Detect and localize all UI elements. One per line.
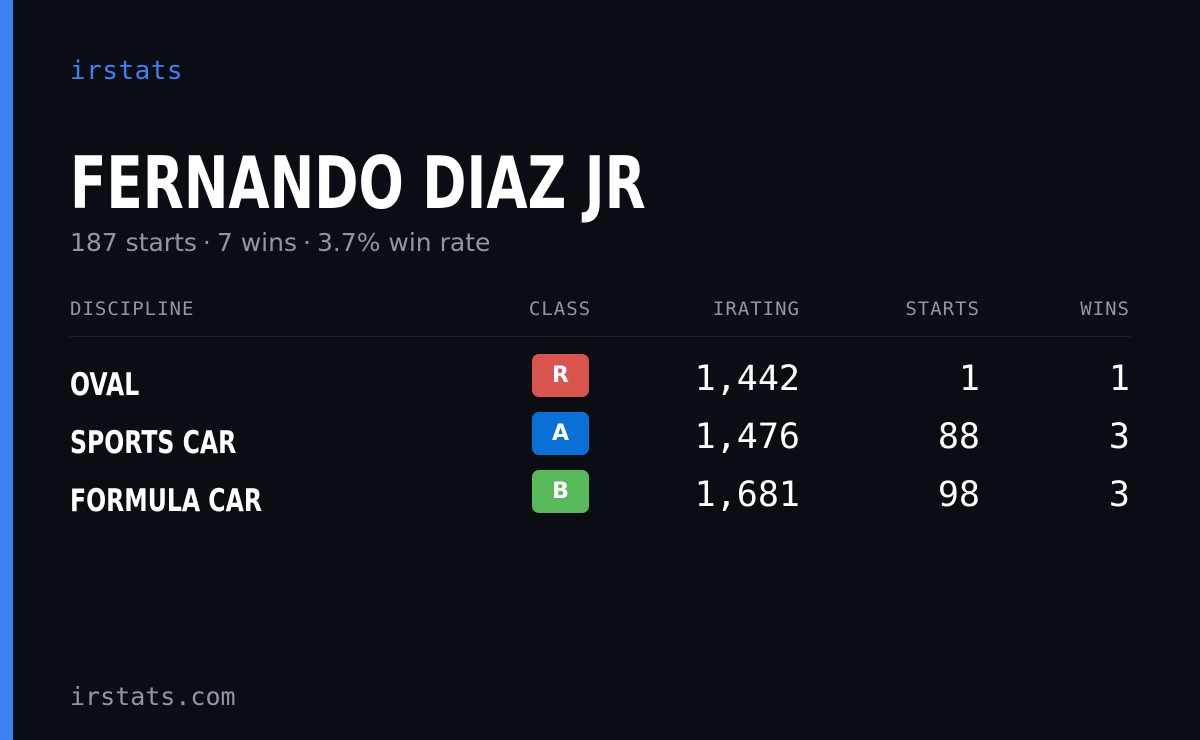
wins-value: 3 (1108, 475, 1130, 515)
summary-wins: 7 wins (216, 228, 297, 257)
starts-value: 98 (937, 475, 980, 515)
irating-value: 1,442 (694, 359, 800, 399)
wins-value: 1 (1108, 359, 1130, 399)
discipline-name: FORMULA CAR (70, 483, 262, 519)
irating-value: 1,681 (694, 475, 800, 515)
summary-starts: 187 starts (70, 228, 197, 257)
class-badge: B (532, 470, 589, 513)
summary-win-rate: 3.7% win rate (316, 228, 491, 257)
header-wins: WINS (1080, 298, 1130, 320)
table-header: DISCIPLINE CLASS IRATING STARTS WINS (70, 298, 1130, 337)
summary-separator: · (303, 228, 311, 257)
table-row-formula-car: FORMULA CAR B 1,681 98 3 (70, 470, 1130, 529)
class-badge: A (532, 412, 589, 455)
brand-logo: irstats (70, 56, 184, 86)
discipline-name: OVAL (70, 367, 140, 403)
discipline-name: SPORTS CAR (70, 425, 237, 461)
wins-value: 3 (1108, 417, 1130, 457)
header-starts: STARTS (905, 298, 980, 320)
summary-separator: · (202, 228, 211, 257)
header-discipline: DISCIPLINE (70, 298, 195, 320)
starts-value: 1 (958, 359, 980, 399)
header-class: CLASS (528, 298, 592, 320)
discipline-table: DISCIPLINE CLASS IRATING STARTS WINS OVA… (70, 298, 1130, 529)
accent-bar (0, 0, 13, 740)
header-irating: IRATING (712, 298, 800, 320)
irating-value: 1,476 (694, 417, 800, 457)
table-row-sports-car: SPORTS CAR A 1,476 88 3 (70, 412, 1130, 471)
class-badge: R (532, 354, 589, 397)
table-row-oval: OVAL R 1,442 1 1 (70, 354, 1130, 413)
player-summary: 187 starts · 7 wins · 3.7% win rate (70, 228, 490, 257)
starts-value: 88 (937, 417, 980, 457)
player-name: FERNANDO DIAZ JR (70, 141, 646, 225)
footer-url: irstats.com (70, 682, 236, 711)
table-body: OVAL R 1,442 1 1 SPORTS CAR A 1,476 88 3… (70, 354, 1130, 529)
